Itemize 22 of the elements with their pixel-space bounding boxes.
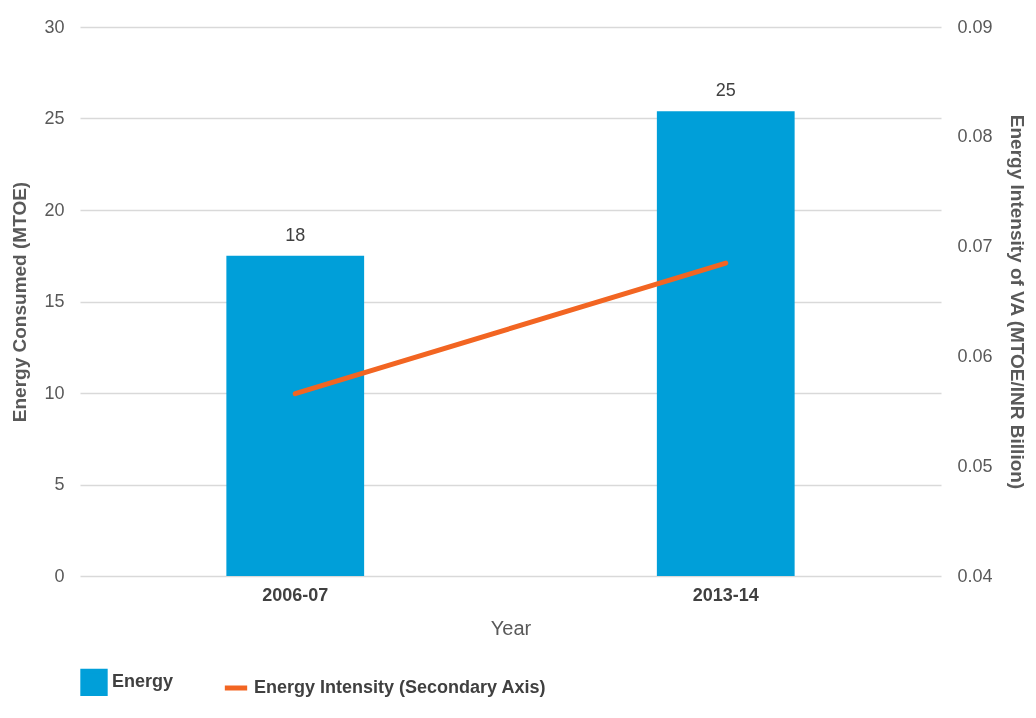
y2-tick-label: 0.04 bbox=[957, 565, 993, 586]
y2-tick-label: 0.06 bbox=[957, 345, 993, 366]
y2-axis-title: Energy Intensity of VA (MTOE/INR Billion) bbox=[1006, 114, 1028, 490]
y2-tick-label: 0.07 bbox=[957, 236, 993, 257]
y-tick-label: 15 bbox=[44, 291, 65, 311]
legend-label: Energy Intensity (Secondary Axis) bbox=[254, 677, 546, 697]
y2-tick-label: 0.05 bbox=[957, 455, 993, 476]
x-tick-label: 2006-07 bbox=[262, 584, 329, 605]
y-tick-label: 25 bbox=[44, 108, 65, 128]
y-tick-label: 10 bbox=[44, 382, 65, 403]
data-label: 25 bbox=[715, 80, 736, 101]
x-tick-label: 2013-14 bbox=[692, 584, 759, 605]
legend-label: Energy bbox=[112, 671, 174, 692]
x-axis-title: Year bbox=[490, 616, 532, 639]
data-label: 18 bbox=[285, 224, 306, 245]
y2-tick-label: 0.08 bbox=[957, 126, 993, 147]
y-tick-label: 20 bbox=[44, 199, 65, 220]
y-tick-label: 30 bbox=[44, 16, 65, 37]
y-tick-label: 0 bbox=[54, 565, 65, 586]
y-axis-title: Energy Consumed (MTOE) bbox=[9, 181, 31, 423]
y-tick-label: 5 bbox=[54, 474, 65, 494]
y2-tick-label: 0.09 bbox=[957, 16, 993, 37]
